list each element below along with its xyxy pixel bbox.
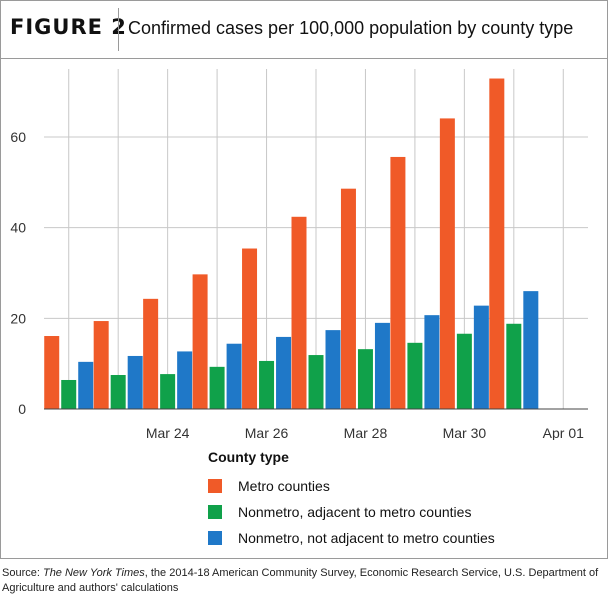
bar-s1-7 (407, 342, 423, 409)
source-note: Source: The New York Times, the 2014-18 … (2, 566, 606, 596)
legend-swatch-nonmetro-adjacent (208, 505, 222, 519)
bar-s1-0 (61, 379, 77, 409)
legend-swatch-metro (208, 479, 222, 493)
bar-s2-6 (374, 322, 390, 409)
figure-header: FIGURE 2 Confirmed cases per 100,000 pop… (0, 0, 608, 59)
bar-s1-9 (506, 323, 522, 409)
bar-s0-6 (340, 188, 356, 409)
legend: County type Metro counties Nonmetro, adj… (208, 449, 495, 551)
figure-label: FIGURE 2 (10, 15, 127, 39)
bar-s1-2 (160, 374, 176, 409)
bar-s1-4 (259, 360, 275, 409)
legend-title: County type (208, 449, 289, 465)
bar-s1-6 (357, 349, 373, 409)
bar-s0-2 (143, 298, 159, 409)
bar-s0-3 (192, 274, 208, 409)
bar-s1-1 (110, 375, 126, 409)
bar-s2-5 (325, 330, 341, 409)
y-tick-label-60: 60 (10, 129, 26, 145)
bar-s1-3 (209, 366, 225, 409)
legend-swatch-nonmetro-not-adjacent (208, 531, 222, 545)
bar-s2-4 (276, 336, 292, 409)
bar-s2-2 (177, 351, 193, 409)
bar-s2-0 (78, 361, 94, 409)
bar-s0-7 (390, 156, 406, 409)
legend-label-nonmetro-adjacent: Nonmetro, adjacent to metro counties (238, 504, 472, 520)
x-tick-label-mar-24: Mar 24 (146, 425, 190, 440)
x-tick-label-mar-28: Mar 28 (344, 425, 388, 440)
source-rest: , the 2014-18 American Community Survey,… (2, 567, 599, 594)
bar-s1-8 (456, 333, 472, 409)
header-divider (118, 8, 119, 51)
bar-s0-9 (489, 78, 505, 410)
bar-s1-5 (308, 355, 324, 409)
legend-item-metro: Metro counties (208, 473, 495, 499)
bar-s2-8 (473, 305, 489, 409)
bar-s0-4 (242, 248, 258, 409)
bar-s0-0 (44, 336, 60, 409)
bar-s2-7 (424, 315, 440, 409)
source-publication: The New York Times (42, 567, 145, 579)
y-tick-label-40: 40 (10, 220, 26, 236)
bar-s2-9 (523, 291, 539, 409)
x-tick-label-mar-30: Mar 30 (443, 425, 487, 440)
bar-s0-5 (291, 216, 307, 409)
x-tick-label-apr-01: Apr 01 (543, 425, 584, 440)
bar-chart: 0 20 40 60 Mar 24 Mar 26 Mar 28 Mar 30 Apr 01 (10, 69, 588, 440)
figure-title: Confirmed cases per 100,000 population b… (128, 18, 574, 38)
legend-item-nonmetro-not-adjacent: Nonmetro, not adjacent to metro counties (208, 525, 495, 551)
y-tick-label-0: 0 (18, 401, 26, 417)
y-tick-label-20: 20 (10, 310, 26, 326)
x-tick-label-mar-26: Mar 26 (245, 425, 289, 440)
legend-label-nonmetro-not-adjacent: Nonmetro, not adjacent to metro counties (238, 530, 495, 546)
source-prefix: Source: (2, 567, 43, 579)
bar-s0-1 (93, 321, 109, 409)
legend-label-metro: Metro counties (238, 478, 330, 494)
legend-item-nonmetro-adjacent: Nonmetro, adjacent to metro counties (208, 499, 495, 525)
bar-s0-8 (439, 118, 455, 409)
figure-frame (0, 0, 608, 559)
bar-s2-3 (226, 343, 242, 409)
bar-s2-1 (127, 355, 143, 409)
